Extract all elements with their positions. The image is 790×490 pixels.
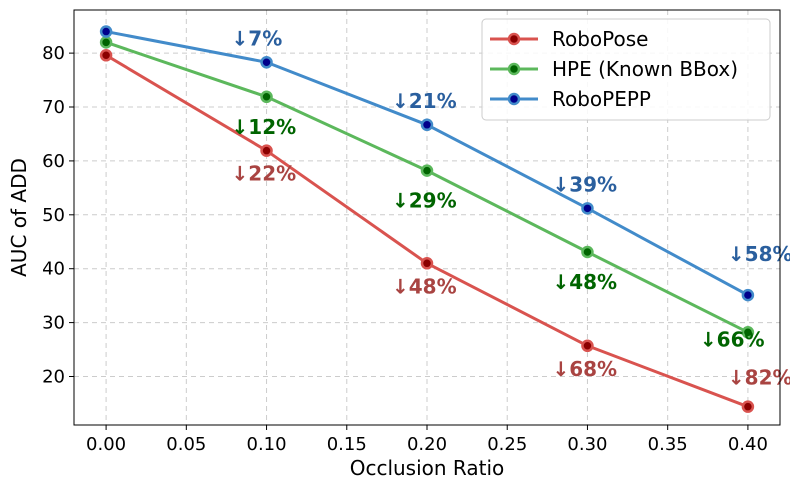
data-label: ↓12% bbox=[232, 115, 297, 139]
series-hpe-known-bbox bbox=[99, 36, 755, 339]
x-tick-label: 0.10 bbox=[247, 434, 287, 455]
y-tick-label: 40 bbox=[42, 259, 65, 280]
data-point bbox=[260, 90, 273, 104]
legend-label: RoboPEPP bbox=[552, 87, 651, 111]
x-tick-label: 0.25 bbox=[487, 434, 527, 455]
y-tick-label: 20 bbox=[42, 366, 65, 387]
data-point bbox=[420, 257, 434, 270]
data-label: ↓39% bbox=[552, 172, 617, 196]
data-label: ↓48% bbox=[552, 270, 617, 294]
data-point bbox=[741, 288, 755, 302]
x-tick-label: 0.00 bbox=[86, 434, 126, 455]
data-label: ↓68% bbox=[552, 357, 617, 381]
data-label: ↓7% bbox=[232, 26, 283, 50]
y-axis-title: AUC of ADD bbox=[7, 158, 31, 277]
data-label: ↓58% bbox=[728, 242, 790, 266]
data-point bbox=[420, 164, 434, 177]
x-axis-title: Occlusion Ratio bbox=[350, 456, 505, 480]
data-label: ↓82% bbox=[728, 366, 790, 390]
data-point bbox=[581, 245, 594, 259]
series-layer bbox=[99, 25, 755, 413]
data-point bbox=[581, 202, 594, 215]
y-tick-label: 30 bbox=[42, 313, 65, 334]
legend-entry: RoboPose bbox=[490, 27, 648, 51]
legend-label: RoboPose bbox=[552, 27, 648, 51]
series-robopose bbox=[99, 49, 755, 413]
y-tick-label: 70 bbox=[42, 97, 65, 118]
data-label: ↓66% bbox=[700, 327, 765, 351]
data-label: ↓48% bbox=[392, 274, 457, 298]
legend-marker bbox=[507, 32, 521, 46]
data-point bbox=[99, 25, 113, 38]
data-point bbox=[420, 118, 434, 132]
series-robopepp bbox=[99, 25, 755, 302]
tick-layer: 0.00 0.05 0.10 0.15 0.20 0.25 0.30 0.35 0.40 20 30… bbox=[42, 43, 768, 455]
legend-marker bbox=[507, 92, 521, 106]
legend-label: HPE (Known BBox) bbox=[552, 57, 738, 81]
legend-marker bbox=[507, 62, 521, 76]
x-tick-label: 0.35 bbox=[648, 434, 688, 455]
data-point bbox=[99, 36, 113, 49]
x-tick-label: 0.05 bbox=[166, 434, 206, 455]
data-label: ↓22% bbox=[232, 162, 297, 186]
legend-box bbox=[481, 18, 771, 121]
y-tick-label: 50 bbox=[42, 205, 65, 226]
x-tick-label: 0.20 bbox=[407, 434, 447, 455]
y-tick-label: 80 bbox=[42, 43, 65, 64]
x-tick-label: 0.30 bbox=[567, 434, 607, 455]
x-tick-label: 0.40 bbox=[728, 434, 768, 455]
legend: RoboPose HPE (Known BBox) RoboPEPP bbox=[481, 18, 771, 121]
data-point bbox=[581, 339, 594, 353]
data-point bbox=[260, 144, 273, 157]
y-tick-label: 60 bbox=[42, 151, 65, 172]
x-tick-label: 0.15 bbox=[327, 434, 367, 455]
data-point bbox=[741, 400, 755, 413]
data-label: ↓29% bbox=[392, 189, 457, 213]
data-label: ↓21% bbox=[392, 89, 457, 113]
annotation-layer: ↓22% ↓48% ↓68% ↓82% ↓12% ↓29% ↓48% ↓66% ↓7% ↓21% ↓… bbox=[232, 26, 790, 389]
legend-entry: HPE (Known BBox) bbox=[490, 57, 738, 81]
data-point bbox=[260, 56, 273, 69]
data-point bbox=[741, 326, 755, 339]
data-point bbox=[99, 49, 113, 62]
legend-entry: RoboPEPP bbox=[490, 87, 651, 111]
